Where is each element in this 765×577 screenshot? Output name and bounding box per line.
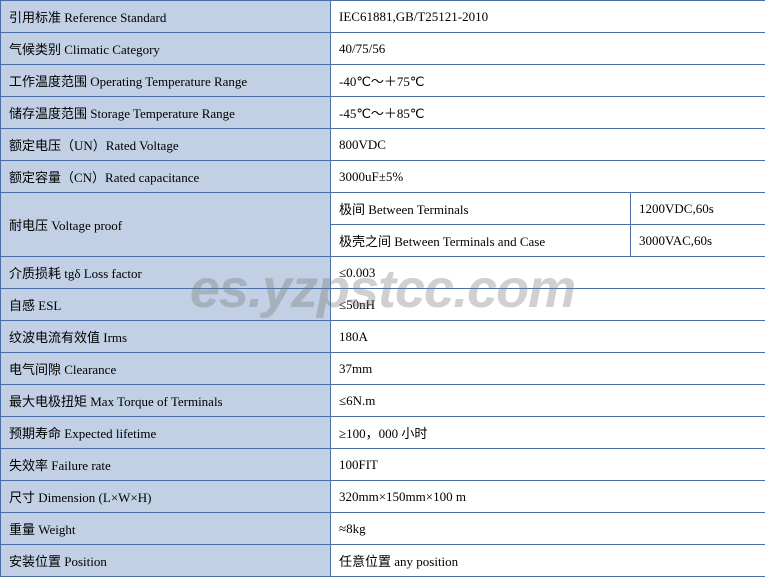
table-row: 自感 ESL ≤50nH: [1, 289, 765, 321]
row-value: ≤0.003: [331, 257, 765, 289]
row-value: 40/75/56: [331, 33, 765, 65]
row-label: 重量 Weight: [1, 513, 331, 545]
table-row: 预期寿命 Expected lifetime ≥100，000 小时: [1, 417, 765, 449]
row-value: 800VDC: [331, 129, 765, 161]
row-value: 320mm×150mm×100 m: [331, 481, 765, 513]
sub-value: 1200VDC,60s: [631, 193, 765, 225]
row-value: -45℃～＋85℃: [331, 97, 765, 129]
table-row: 介质损耗 tgδ Loss factor ≤0.003: [1, 257, 765, 289]
row-label: 尺寸 Dimension (L×W×H): [1, 481, 331, 513]
row-value: ≥100，000 小时: [331, 417, 765, 449]
table-row: 最大电极扭矩 Max Torque of Terminals ≤6N.m: [1, 385, 765, 417]
row-label: 储存温度范围 Storage Temperature Range: [1, 97, 331, 129]
sub-value: 3000VAC,60s: [631, 225, 765, 257]
row-label: 安装位置 Position: [1, 545, 331, 577]
table-row: 纹波电流有效值 Irms 180A: [1, 321, 765, 353]
row-value: 180A: [331, 321, 765, 353]
row-label: 耐电压 Voltage proof: [1, 193, 331, 257]
row-label: 额定容量（CN）Rated capacitance: [1, 161, 331, 193]
row-value: -40℃～＋75℃: [331, 65, 765, 97]
row-label: 额定电压（UN）Rated Voltage: [1, 129, 331, 161]
row-label: 电气间隙 Clearance: [1, 353, 331, 385]
row-label: 失效率 Failure rate: [1, 449, 331, 481]
row-value: 100FIT: [331, 449, 765, 481]
row-label: 最大电极扭矩 Max Torque of Terminals: [1, 385, 331, 417]
spec-table: 引用标准 Reference Standard IEC61881,GB/T251…: [0, 0, 765, 577]
row-label: 自感 ESL: [1, 289, 331, 321]
table-row: 电气间隙 Clearance 37mm: [1, 353, 765, 385]
table-row: 额定容量（CN）Rated capacitance 3000uF±5%: [1, 161, 765, 193]
row-label: 介质损耗 tgδ Loss factor: [1, 257, 331, 289]
row-value: 3000uF±5%: [331, 161, 765, 193]
row-value: ≈8kg: [331, 513, 765, 545]
row-value: ≤6N.m: [331, 385, 765, 417]
row-label: 工作温度范围 Operating Temperature Range: [1, 65, 331, 97]
table-row: 尺寸 Dimension (L×W×H) 320mm×150mm×100 m: [1, 481, 765, 513]
table-row: 耐电压 Voltage proof 极间 Between Terminals 1…: [1, 193, 765, 225]
table-row: 重量 Weight ≈8kg: [1, 513, 765, 545]
table-row: 失效率 Failure rate 100FIT: [1, 449, 765, 481]
table-row: 工作温度范围 Operating Temperature Range -40℃～…: [1, 65, 765, 97]
row-value: IEC61881,GB/T25121-2010: [331, 1, 765, 33]
table-row: 安装位置 Position 任意位置 any position: [1, 545, 765, 577]
row-label: 预期寿命 Expected lifetime: [1, 417, 331, 449]
table-row: 储存温度范围 Storage Temperature Range -45℃～＋8…: [1, 97, 765, 129]
row-label: 引用标准 Reference Standard: [1, 1, 331, 33]
table-row: 气候类别 Climatic Category 40/75/56: [1, 33, 765, 65]
sub-label: 极壳之间 Between Terminals and Case: [331, 225, 631, 257]
row-label: 气候类别 Climatic Category: [1, 33, 331, 65]
row-value: 任意位置 any position: [331, 545, 765, 577]
sub-label: 极间 Between Terminals: [331, 193, 631, 225]
row-label: 纹波电流有效值 Irms: [1, 321, 331, 353]
row-value: 37mm: [331, 353, 765, 385]
table-row: 额定电压（UN）Rated Voltage 800VDC: [1, 129, 765, 161]
row-value: ≤50nH: [331, 289, 765, 321]
table-row: 引用标准 Reference Standard IEC61881,GB/T251…: [1, 1, 765, 33]
